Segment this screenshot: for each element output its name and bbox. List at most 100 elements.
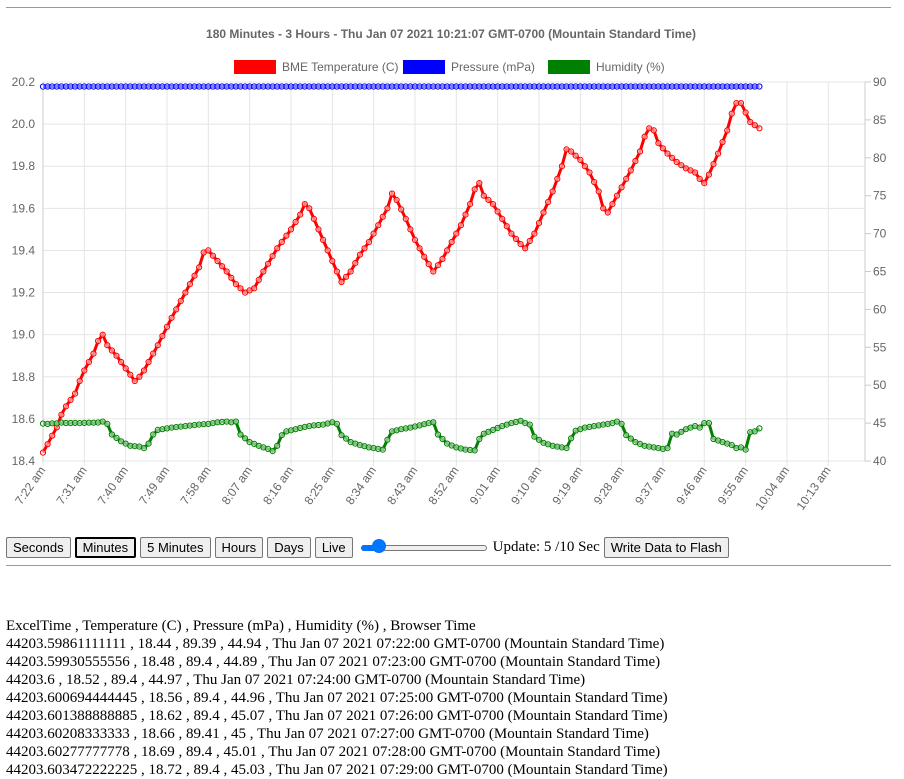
write-flash-button[interactable]: Write Data to Flash bbox=[604, 537, 729, 558]
data-point bbox=[197, 265, 202, 270]
data-point bbox=[463, 212, 468, 217]
data-point bbox=[215, 258, 220, 263]
data-point bbox=[697, 425, 702, 430]
data-point bbox=[91, 351, 96, 356]
data-point bbox=[279, 433, 284, 438]
x-tick-label: 9:55 am bbox=[715, 464, 751, 508]
data-point bbox=[389, 191, 394, 196]
chart-legend: BME Temperature (C)Pressure (mPa)Humidit… bbox=[234, 60, 665, 74]
data-point bbox=[128, 372, 133, 377]
log-header: ExcelTime , Temperature (C) , Pressure (… bbox=[6, 617, 898, 635]
data-point bbox=[601, 206, 606, 211]
data-point bbox=[614, 193, 619, 198]
left-tick-label: 18.6 bbox=[12, 412, 36, 426]
data-point bbox=[86, 359, 91, 364]
series-bme-temperature-c- bbox=[40, 101, 762, 456]
right-tick-label: 90 bbox=[873, 75, 887, 89]
data-point bbox=[339, 433, 344, 438]
data-point bbox=[725, 128, 730, 133]
data-point bbox=[408, 227, 413, 232]
left-tick-label: 18.4 bbox=[12, 454, 36, 468]
data-point bbox=[100, 332, 105, 337]
data-point bbox=[541, 210, 546, 215]
x-tick-label: 9:19 am bbox=[549, 464, 585, 508]
data-point bbox=[477, 436, 482, 441]
data-point bbox=[344, 436, 349, 441]
data-point bbox=[256, 277, 261, 282]
data-point bbox=[187, 282, 192, 287]
data-point bbox=[220, 264, 225, 269]
data-point bbox=[288, 227, 293, 232]
x-tick-label: 9:46 am bbox=[673, 464, 709, 508]
chart-series bbox=[40, 84, 762, 455]
log-row: 44203.600694444445 , 18.56 , 89.4 , 44.9… bbox=[6, 689, 898, 707]
data-point bbox=[458, 223, 463, 228]
data-point bbox=[435, 432, 440, 437]
left-tick-label: 19.4 bbox=[12, 243, 36, 257]
data-point bbox=[160, 334, 165, 339]
x-tick-label: 10:13 am bbox=[794, 464, 834, 513]
data-point bbox=[380, 214, 385, 219]
data-point bbox=[279, 239, 284, 244]
days-button[interactable]: Days bbox=[267, 537, 311, 558]
legend-label: BME Temperature (C) bbox=[282, 60, 398, 74]
data-point bbox=[105, 421, 110, 426]
x-tick-label: 9:01 am bbox=[467, 464, 503, 508]
data-point bbox=[261, 269, 266, 274]
data-point bbox=[435, 263, 440, 268]
data-point bbox=[550, 189, 555, 194]
data-point bbox=[210, 253, 215, 258]
data-point bbox=[169, 315, 174, 320]
data-point bbox=[523, 246, 528, 251]
data-point bbox=[275, 246, 280, 251]
hours-button[interactable]: Hours bbox=[215, 537, 264, 558]
update-rate-slider[interactable] bbox=[361, 539, 487, 555]
data-point bbox=[357, 252, 362, 257]
data-point bbox=[348, 269, 353, 274]
data-point bbox=[321, 237, 326, 242]
data-point bbox=[417, 246, 422, 251]
data-point bbox=[693, 170, 698, 175]
data-point bbox=[729, 111, 734, 116]
live-button[interactable]: Live bbox=[315, 537, 353, 558]
bottom-divider bbox=[6, 565, 891, 566]
minutes-button[interactable]: Minutes bbox=[75, 537, 137, 558]
data-point bbox=[192, 273, 197, 278]
data-point bbox=[344, 274, 349, 279]
chart-grid bbox=[43, 82, 865, 466]
five-minutes-button[interactable]: 5 Minutes bbox=[140, 537, 210, 558]
data-point bbox=[233, 282, 238, 287]
data-log: ExcelTime , Temperature (C) , Pressure (… bbox=[6, 617, 898, 779]
data-point bbox=[40, 450, 45, 455]
data-point bbox=[275, 443, 280, 448]
data-point bbox=[68, 397, 73, 402]
data-point bbox=[105, 343, 110, 348]
data-point bbox=[293, 219, 298, 224]
data-point bbox=[720, 139, 725, 144]
slider-thumb[interactable] bbox=[372, 539, 386, 553]
data-point bbox=[385, 437, 390, 442]
data-point bbox=[656, 141, 661, 146]
data-point bbox=[490, 202, 495, 207]
seconds-button[interactable]: Seconds bbox=[6, 537, 71, 558]
data-point bbox=[206, 248, 211, 253]
data-point bbox=[137, 374, 142, 379]
data-point bbox=[619, 185, 624, 190]
data-point bbox=[366, 239, 371, 244]
data-point bbox=[233, 419, 238, 424]
right-tick-label: 65 bbox=[873, 265, 887, 279]
data-point bbox=[325, 248, 330, 253]
data-point bbox=[155, 343, 160, 348]
data-point bbox=[743, 110, 748, 115]
data-point bbox=[555, 176, 560, 181]
data-point bbox=[624, 176, 629, 181]
data-point bbox=[536, 221, 541, 226]
data-point bbox=[670, 155, 675, 160]
data-point bbox=[73, 391, 78, 396]
data-point bbox=[77, 378, 82, 383]
data-point bbox=[504, 224, 509, 229]
data-point bbox=[605, 210, 610, 215]
legend-swatch bbox=[234, 60, 276, 74]
data-point bbox=[500, 216, 505, 221]
right-tick-label: 60 bbox=[873, 302, 887, 316]
